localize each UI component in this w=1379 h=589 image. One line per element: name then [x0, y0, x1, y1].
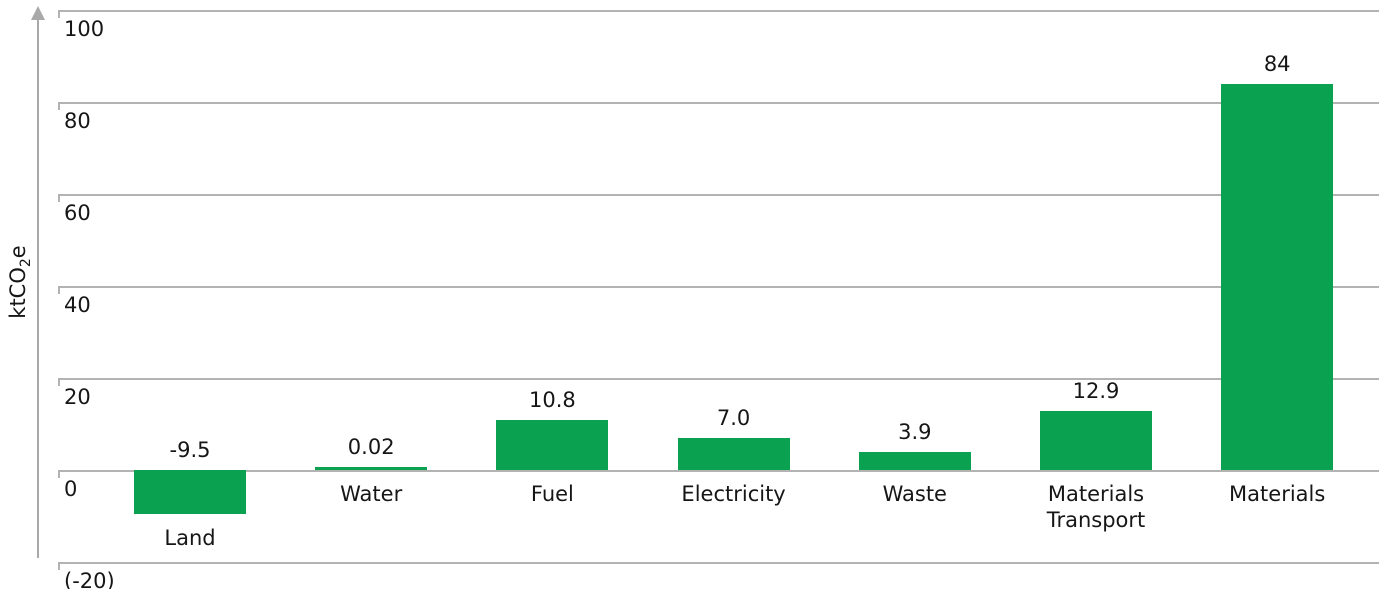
bar-materials-transport: [1040, 410, 1152, 470]
y-tick-label: 100: [64, 17, 105, 41]
category-label: Materials Transport: [1046, 482, 1146, 532]
y-tick-label: 60: [64, 201, 91, 225]
gridline-end-tick: [58, 470, 60, 478]
bar-materials: [1221, 83, 1334, 470]
gridline-end-tick: [58, 194, 60, 202]
value-label: -9.5: [169, 438, 211, 462]
value-label: 84: [1263, 51, 1291, 76]
gridline: [58, 470, 1379, 472]
gridline-end-tick: [58, 286, 60, 294]
y-tick-label: 0: [64, 477, 78, 501]
y-axis-line: [37, 18, 39, 558]
value-label: 7.0: [716, 405, 751, 430]
gridline-end-tick: [58, 10, 60, 18]
gridline-end-tick: [58, 102, 60, 110]
y-axis-title-suffix: e: [6, 245, 30, 259]
y-axis-title: ktCO2e: [6, 212, 34, 352]
category-label: Waste: [882, 482, 947, 506]
category-label: Water: [340, 482, 403, 506]
bar-fuel: [496, 420, 609, 470]
y-tick-label: 40: [64, 293, 91, 317]
gridline-end-tick: [58, 562, 60, 570]
y-axis-arrow-icon: [31, 6, 45, 20]
category-label: Materials: [1229, 482, 1326, 506]
category-label: Land: [164, 525, 216, 550]
value-label: 0.02: [347, 434, 395, 459]
gridline: [58, 378, 1379, 380]
y-tick-label: (-20): [64, 569, 115, 589]
y-axis-title-subscript: 2: [18, 258, 35, 268]
value-label: 12.9: [1072, 378, 1120, 403]
value-label: 10.8: [529, 388, 576, 413]
bar-waste: [858, 452, 971, 470]
value-label: 3.9: [898, 420, 932, 445]
gridline-end-tick: [58, 378, 60, 386]
gridline: [58, 102, 1379, 104]
y-tick-label: 80: [64, 109, 91, 133]
category-label: Fuel: [530, 482, 574, 506]
gridline: [58, 286, 1379, 288]
y-tick-label: 20: [64, 385, 91, 409]
bar-electricity: [677, 437, 790, 470]
gridline: [58, 10, 1379, 12]
y-axis-title-text: ktCO: [6, 267, 30, 319]
category-label: Electricity: [681, 482, 786, 506]
gridline: [58, 194, 1379, 196]
bar-water: [315, 466, 428, 470]
bar-land: [134, 470, 246, 514]
gridline: [58, 562, 1379, 564]
